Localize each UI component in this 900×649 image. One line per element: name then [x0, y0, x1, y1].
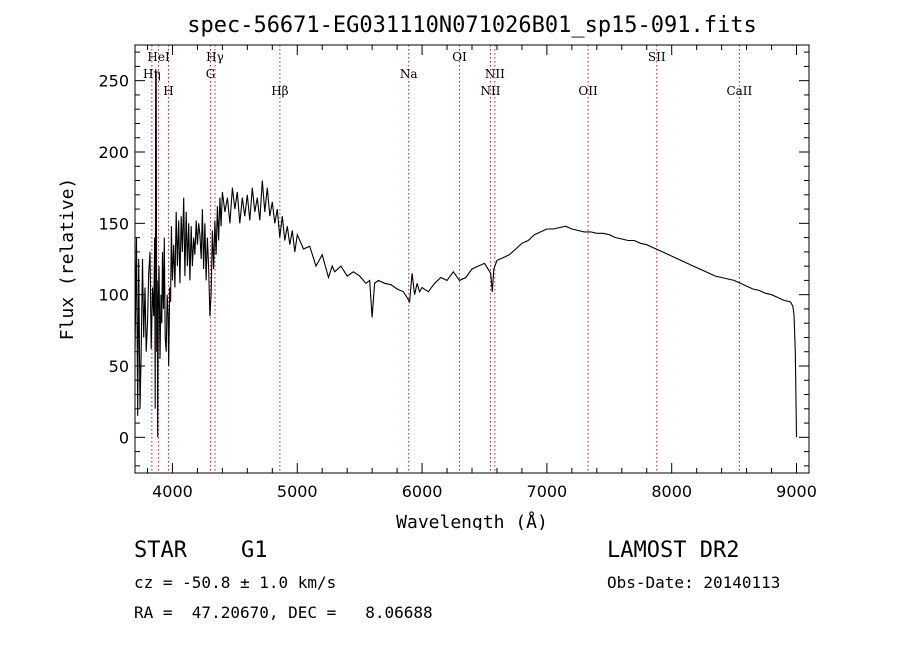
plot-frame — [135, 45, 809, 473]
y-tick-label: 50 — [109, 357, 129, 376]
line-label-11: SII — [648, 50, 666, 64]
x-axis: 4000 5000 6000 7000 8000 9000 — [147, 45, 816, 501]
y-tick-label: 100 — [98, 286, 129, 305]
line-markers: HeI HηH Hγ G Hβ Na OI NII NII OII SII CaII — [143, 45, 752, 473]
x-tick-label: 6000 — [402, 482, 443, 501]
coordinates-readout: RA = 47.20670, DEC = 8.06688 — [134, 603, 433, 622]
x-axis-label: Wavelength (Å) — [396, 511, 548, 530]
y-tick-label: 150 — [98, 214, 129, 233]
x-tick-label: 5000 — [277, 482, 318, 501]
observation-date: Obs-Date: 20140113 — [607, 573, 780, 592]
spectral-subclass: G1 — [241, 538, 268, 563]
line-label-4: G — [206, 67, 216, 81]
redshift-readout: cz = -50.8 ± 1.0 km/s — [134, 573, 336, 592]
spectrum-line — [135, 69, 797, 437]
line-label-9: NII — [480, 84, 500, 98]
line-label-7: OI — [452, 50, 467, 64]
object-type: STAR — [134, 538, 187, 563]
line-label-12: CaII — [726, 84, 752, 98]
line-label-8: NII — [485, 67, 505, 81]
x-tick-label: 7000 — [527, 482, 568, 501]
line-label-2: H — [163, 84, 173, 98]
line-label-0: HeI — [147, 50, 170, 64]
y-axis: 0 50 100 150 200 250 — [98, 52, 809, 466]
x-tick-label: 9000 — [776, 482, 817, 501]
y-tick-label: 200 — [98, 143, 129, 162]
chart-title: spec-56671-EG031110N071026B01_sp15-091.f… — [187, 13, 757, 38]
y-tick-label: 0 — [119, 428, 129, 447]
line-label-5: Hβ — [271, 84, 288, 98]
y-axis-label: Flux (relative) — [57, 178, 78, 341]
line-label-10: OII — [578, 84, 598, 98]
y-tick-label: 250 — [98, 72, 129, 91]
line-label-6: Na — [400, 67, 418, 81]
spectrum-chart: spec-56671-EG031110N071026B01_sp15-091.f… — [0, 0, 900, 530]
survey-name: LAMOST DR2 — [607, 538, 739, 563]
line-label-1: Hη — [143, 67, 161, 81]
line-label-3: Hγ — [206, 50, 224, 64]
x-tick-label: 8000 — [651, 482, 692, 501]
x-tick-label: 4000 — [152, 482, 193, 501]
